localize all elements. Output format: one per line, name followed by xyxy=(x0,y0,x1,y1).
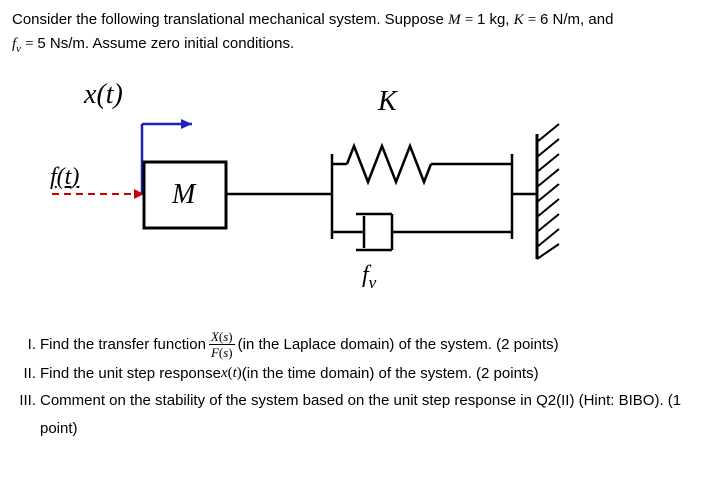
eq: = xyxy=(465,12,477,28)
system-diagram: x(t) f(t) M K fv xyxy=(42,64,602,324)
val-M: 1 kg, xyxy=(477,11,514,28)
q1-text-b: (in the Laplace domain) of the system. (… xyxy=(238,332,559,358)
label-x: x(t) xyxy=(84,79,123,111)
transfer-function-fraction: X(s) F(s) xyxy=(209,330,235,359)
questions-list: I. Find the transfer function X(s) F(s) … xyxy=(12,330,710,442)
question-2: II. Find the unit step response x(t) (in… xyxy=(12,361,710,387)
label-M: M xyxy=(172,179,195,211)
q1-text-a: Find the transfer function xyxy=(40,332,206,358)
val-K: 6 N/m, and xyxy=(540,11,613,28)
q2-xt: x xyxy=(221,361,228,387)
q2-text-b: (in the time domain) of the system. (2 p… xyxy=(242,361,539,387)
q3-text-a: Comment on the stability of the system b… xyxy=(40,388,681,414)
q2-text-a: Find the unit step response xyxy=(40,361,221,387)
label-fv: fv xyxy=(362,262,376,293)
question-3: III. Comment on the stability of the sys… xyxy=(12,388,710,414)
q3-number: III. xyxy=(12,388,36,414)
question-1: I. Find the transfer function X(s) F(s) … xyxy=(12,330,710,359)
label-K: K xyxy=(378,86,397,118)
var-M: M xyxy=(448,12,461,28)
var-K: K xyxy=(514,12,524,28)
val-fv: 5 Ns/m. Assume zero initial conditions. xyxy=(37,35,294,52)
text: Consider the following translational mec… xyxy=(12,11,448,28)
diagram-svg xyxy=(42,64,602,324)
q3-continuation: point) xyxy=(40,416,710,442)
q2-number: II. xyxy=(12,361,36,387)
sub-v: v xyxy=(16,43,21,55)
eq: = xyxy=(528,12,540,28)
eq: = xyxy=(25,36,37,52)
label-f: f(t) xyxy=(50,164,79,191)
problem-statement: Consider the following translational mec… xyxy=(12,8,710,58)
q1-number: I. xyxy=(12,332,36,358)
